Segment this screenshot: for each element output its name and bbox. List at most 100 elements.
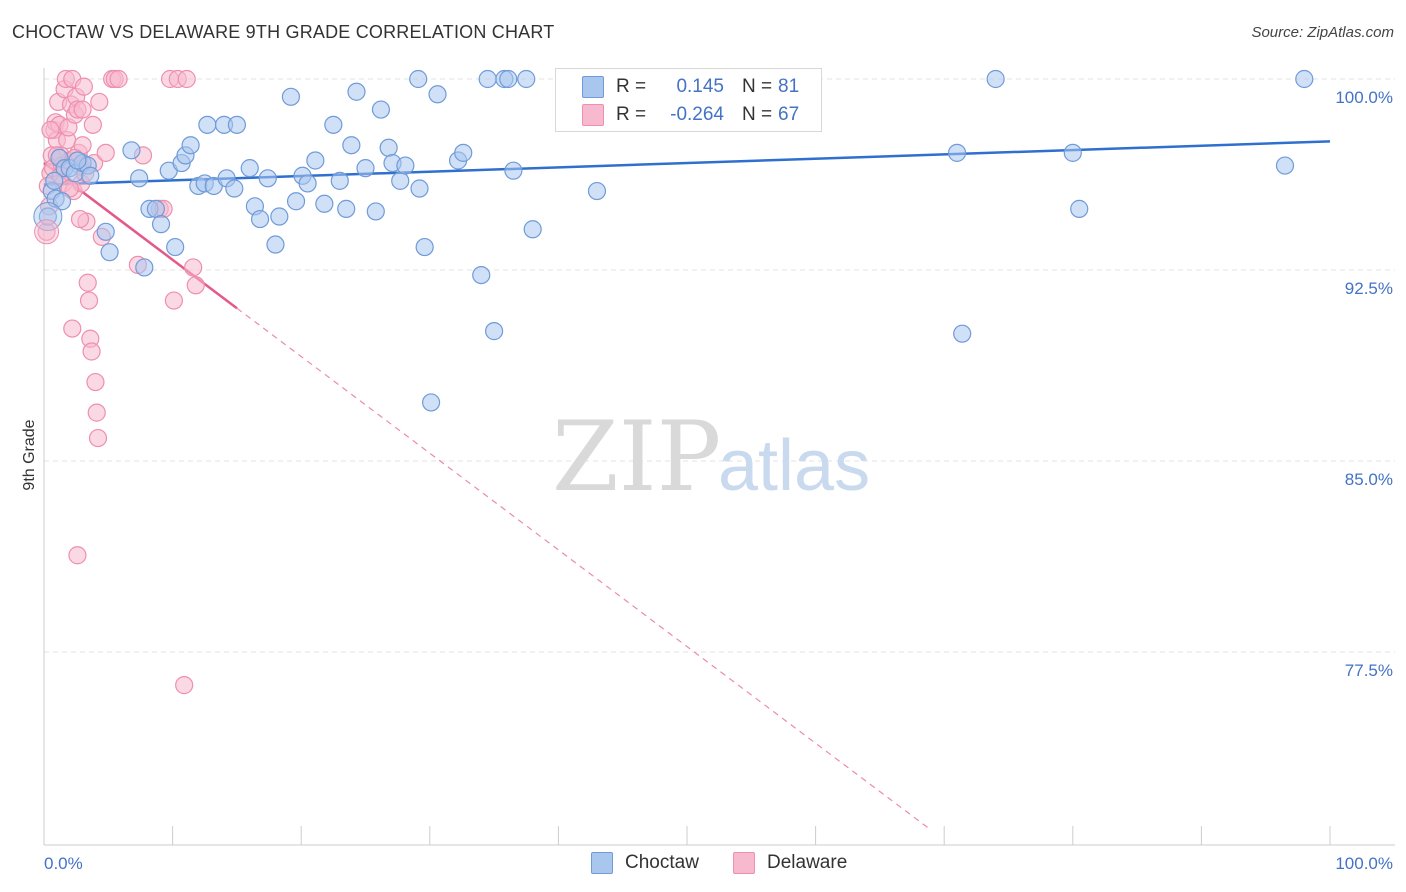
source-credit: Source: ZipAtlas.com: [1251, 24, 1394, 41]
y-tick-label: 92.5%: [1345, 279, 1393, 298]
choctaw-point: [324, 115, 343, 134]
choctaw-point: [947, 143, 967, 162]
choctaw-point: [306, 151, 325, 170]
delaware-point: [70, 209, 90, 229]
choctaw-point: [478, 69, 497, 89]
choctaw-point: [135, 258, 154, 277]
choctaw-point: [366, 202, 385, 221]
choctaw-point: [240, 159, 259, 178]
delaware-point: [186, 276, 205, 295]
choctaw-point: [258, 169, 277, 188]
choctaw-point: [96, 222, 115, 241]
delaware-point: [34, 219, 60, 245]
delaware-point: [109, 69, 128, 89]
delaware-point: [177, 69, 196, 89]
choctaw-point: [587, 181, 607, 201]
choctaw-point: [146, 199, 165, 218]
choctaw-point: [953, 324, 972, 343]
choctaw-point: [225, 179, 244, 198]
choctaw-point: [52, 192, 72, 211]
legend-label-delaware: Delaware: [767, 852, 848, 873]
legend-r-label: R =: [616, 104, 647, 125]
choctaw-point: [1295, 69, 1314, 89]
choctaw-point: [151, 215, 171, 234]
legend-n-label: N =: [742, 76, 773, 97]
choctaw-point: [227, 115, 246, 134]
choctaw-point: [266, 235, 285, 254]
legend-r-value: 0.145: [676, 76, 724, 97]
delaware-point: [82, 342, 101, 361]
choctaw-trend-line: [43, 140, 1331, 186]
y-tick-label: 85.0%: [1345, 470, 1393, 489]
choctaw-point: [250, 209, 270, 229]
watermark-zip: ZIP: [552, 401, 721, 513]
legend-r-label: R =: [616, 76, 647, 97]
choctaw-point: [396, 156, 415, 175]
legend-row-delaware: R = -0.264 N = 67: [556, 101, 799, 129]
chart-title: CHOCTAW VS DELAWARE 9TH GRADE CORRELATIO…: [12, 22, 555, 42]
delaware-trend-extension: [236, 307, 932, 831]
stats-legend: R = 0.145 N = 81 R = -0.264 N = 67: [555, 68, 822, 132]
legend-n-value: 67: [778, 104, 800, 125]
choctaw-point: [428, 85, 447, 104]
delaware-point: [73, 100, 92, 119]
legend-swatch-delaware: [582, 104, 604, 126]
choctaw-point: [286, 192, 306, 211]
choctaw-point: [523, 220, 542, 239]
delaware-point: [184, 258, 203, 277]
choctaw-point: [454, 143, 473, 162]
legend-swatch-choctaw: [582, 76, 604, 98]
choctaw-point: [472, 265, 491, 285]
y-axis-label: 9th Grade: [21, 419, 38, 490]
delaware-point: [79, 291, 99, 310]
choctaw-point: [166, 237, 185, 257]
delaware-point: [68, 546, 87, 565]
choctaw-point: [342, 136, 361, 155]
delaware-point: [86, 372, 105, 392]
choctaw-point: [130, 169, 149, 188]
choctaw-point: [485, 322, 504, 341]
delaware-point: [88, 428, 108, 448]
choctaw-point: [379, 138, 398, 157]
legend-item-delaware[interactable]: Delaware: [733, 852, 847, 874]
choctaw-point: [499, 69, 518, 89]
delaware-point: [41, 120, 60, 140]
delaware-point: [74, 77, 93, 96]
choctaw-point: [504, 161, 523, 180]
choctaw-point: [415, 237, 434, 257]
choctaw-point: [371, 100, 391, 119]
legend-n-label: N =: [742, 104, 773, 125]
series-legend: Choctaw Delaware: [0, 852, 1406, 878]
choctaw-point: [198, 115, 217, 134]
choctaw-point: [347, 82, 366, 101]
delaware-point: [175, 676, 194, 695]
choctaw-point: [409, 69, 428, 89]
choctaw-point: [330, 171, 349, 190]
legend-label-choctaw: Choctaw: [625, 852, 699, 873]
choctaw-point: [1063, 143, 1082, 162]
legend-row-choctaw: R = 0.145 N = 81: [556, 73, 799, 101]
x-tick-label: 100.0%: [1335, 854, 1393, 873]
choctaw-point: [356, 159, 375, 178]
choctaw-point: [181, 136, 200, 155]
delaware-point: [96, 143, 115, 162]
choctaw-point: [410, 179, 429, 198]
delaware-point: [90, 92, 109, 112]
legend-swatch-choctaw: [591, 852, 613, 874]
legend-item-choctaw[interactable]: Choctaw: [591, 852, 699, 874]
points-layer: [33, 69, 1314, 695]
axis-layer: 100.0% 92.5% 85.0% 77.5% 0.0% 100.0%: [43, 68, 1395, 873]
choctaw-point: [315, 194, 334, 213]
choctaw-point: [517, 69, 536, 89]
choctaw-point: [81, 166, 100, 185]
watermark-atlas: atlas: [718, 426, 870, 506]
delaware-point: [78, 273, 97, 292]
legend-r-value: -0.264: [670, 104, 724, 125]
legend-n-value: 81: [778, 76, 800, 97]
choctaw-point: [1070, 199, 1089, 218]
choctaw-point: [1275, 156, 1295, 175]
choctaw-point: [122, 141, 141, 160]
choctaw-point: [337, 199, 356, 218]
choctaw-point: [45, 171, 64, 190]
choctaw-point: [68, 151, 87, 170]
